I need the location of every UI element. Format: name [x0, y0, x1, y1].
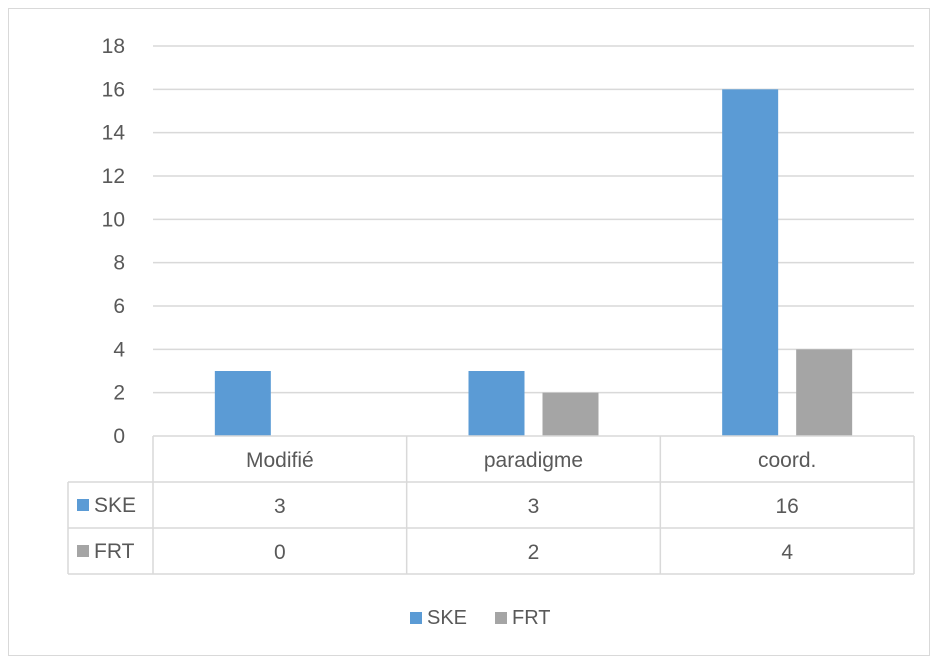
bar-ske: [722, 89, 779, 436]
table-value: 3: [528, 495, 540, 518]
table-value: 16: [775, 495, 798, 518]
legend-label: FRT: [512, 607, 551, 629]
series-key-ske: [77, 499, 89, 511]
bar-frt: [542, 392, 599, 436]
legend-swatch-ske: [410, 612, 422, 624]
y-tick-label: 2: [113, 382, 125, 405]
bar-ske: [468, 371, 525, 436]
series-label: FRT: [94, 540, 135, 563]
table-value: 0: [274, 541, 286, 564]
category-label: Modifié: [246, 449, 314, 472]
bars: [214, 89, 853, 436]
y-tick-label: 8: [113, 252, 125, 275]
table-value: 3: [274, 495, 286, 518]
y-tick-label: 12: [102, 165, 125, 188]
y-axis-ticks: 0 2 4 6 8 10 12 14 16 18: [102, 35, 126, 448]
y-tick-label: 14: [102, 122, 126, 145]
legend-swatch-frt: [495, 612, 507, 624]
y-tick-label: 10: [102, 208, 125, 231]
y-tick-label: 16: [102, 78, 125, 101]
category-label: paradigme: [484, 449, 583, 472]
table-value: 4: [781, 541, 793, 564]
bar-frt: [796, 349, 853, 436]
y-tick-label: 4: [113, 338, 125, 361]
legend-label: SKE: [427, 607, 467, 629]
legend: SKE FRT: [410, 607, 551, 629]
y-tick-label: 6: [113, 295, 125, 318]
category-label: coord.: [758, 449, 816, 472]
y-tick-label: 0: [113, 425, 125, 448]
series-key-frt: [77, 545, 89, 557]
gridlines: [153, 45, 914, 394]
y-tick-label: 18: [102, 35, 125, 58]
series-label: SKE: [94, 494, 136, 517]
data-table: Modifié paradigme coord. SKE 3 3 16 FRT 0 2 4: [67, 435, 915, 575]
table-value: 2: [528, 541, 540, 564]
bar-ske: [214, 371, 271, 436]
